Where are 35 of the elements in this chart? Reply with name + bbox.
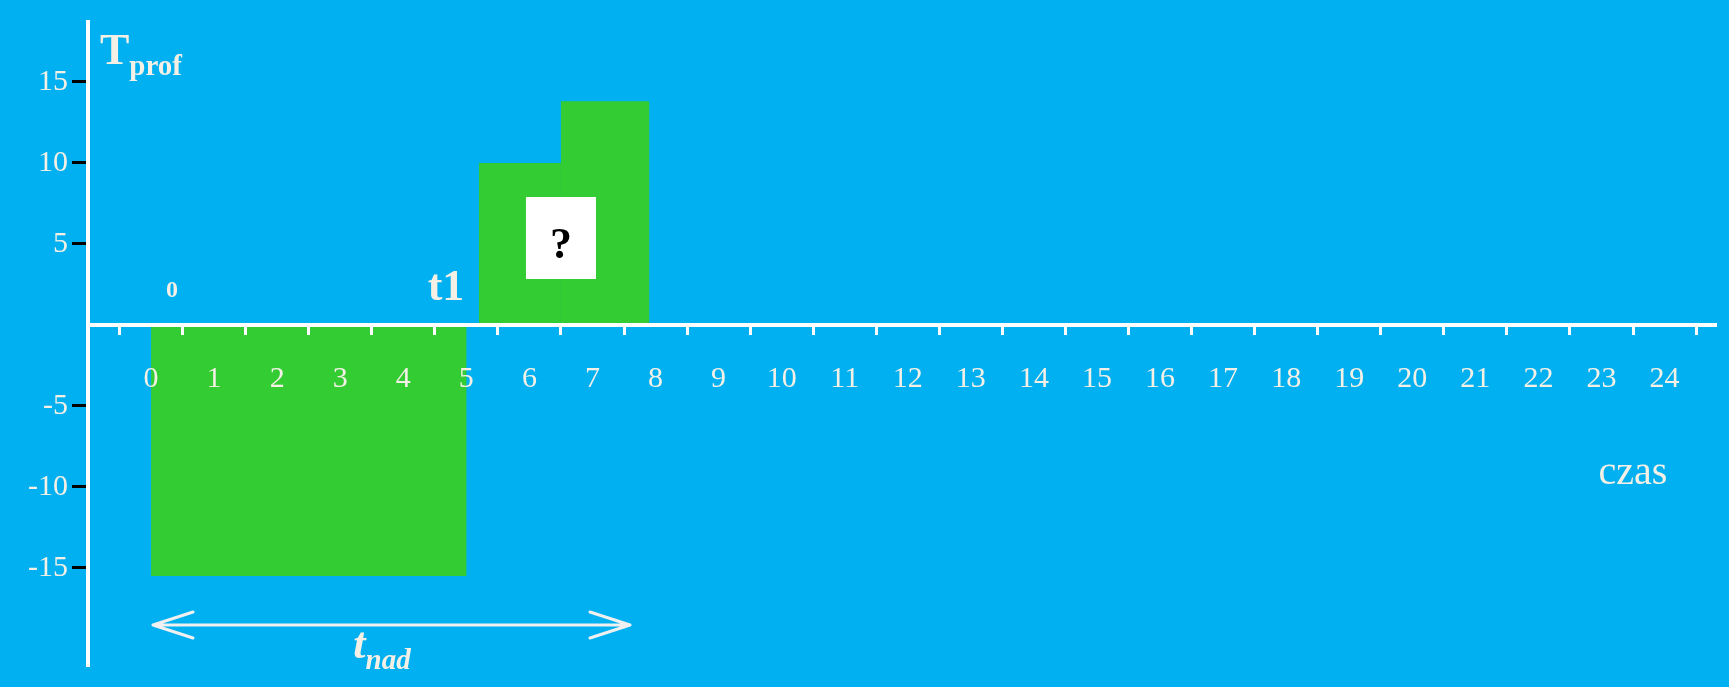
x-tick-label: 14 [1018,359,1049,393]
x-tick-label: 12 [892,359,923,393]
annotation: ? [549,218,572,268]
x-tick-label: 8 [648,359,664,393]
x-tick-label: 23 [1586,359,1617,393]
x-tick-label: 4 [395,359,411,393]
x-tick-label: 15 [1081,359,1112,393]
x-tick-label: 2 [269,359,285,393]
x-tick-label: 21 [1460,359,1491,393]
y-tick-label: -5 [43,386,68,420]
x-tick-label: 5 [458,359,474,393]
x-axis-title: czas [1598,447,1668,493]
x-tick-label: 3 [332,359,348,393]
y-tick-label: 10 [38,143,68,177]
x-tick-label: 17 [1208,359,1239,393]
x-tick-label: 6 [521,359,537,393]
y-tick-label: -15 [28,548,68,582]
x-tick-label: 0 [143,359,159,393]
x-tick-label: 20 [1397,359,1428,393]
x-tick-label: 9 [711,359,727,393]
annotation: 0 [166,276,178,302]
x-tick-label: 16 [1145,359,1176,393]
x-tick-label: 22 [1523,359,1554,393]
y-tick-label: -10 [28,467,68,501]
x-tick-label: 24 [1649,359,1680,393]
x-tick-label: 11 [830,359,860,393]
x-tick-label: 7 [585,359,600,393]
y-tick-label: 15 [38,62,68,96]
x-tick-label: 19 [1334,359,1365,393]
x-tick-label: 1 [206,359,222,393]
x-tick-label: 10 [766,359,797,393]
y-tick-label: 5 [53,224,68,258]
annotation: t1 [427,261,465,310]
x-tick-label: 13 [955,359,986,393]
x-tick-label: 18 [1271,359,1302,393]
